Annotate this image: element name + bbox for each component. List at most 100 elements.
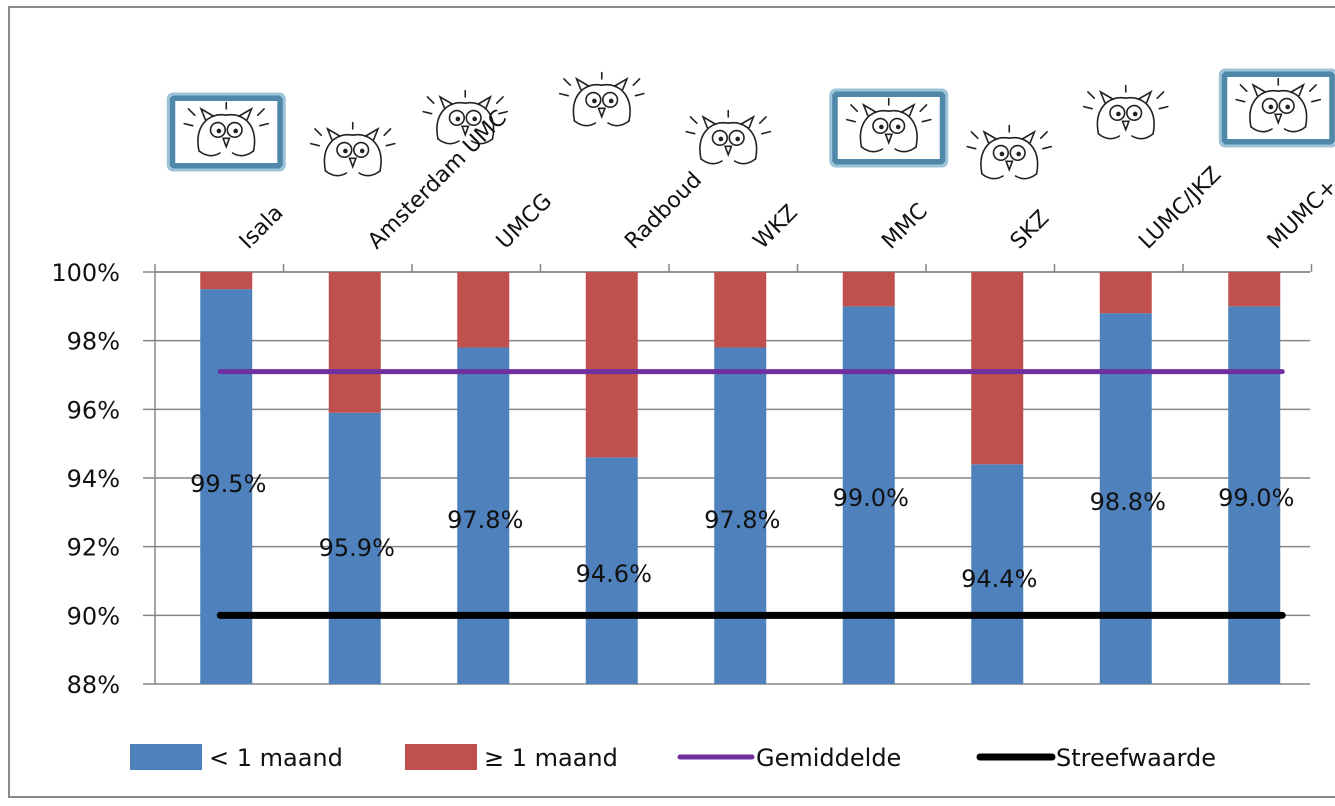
owl-head	[572, 83, 631, 122]
category-label: MMC	[877, 199, 932, 254]
owl-eye	[352, 141, 370, 159]
owl-pupil	[718, 136, 724, 142]
owl-pupil	[1116, 111, 1121, 117]
owl-beak	[348, 157, 358, 169]
owl-eye	[209, 121, 227, 139]
legend-label: ≥ 1 maand	[484, 744, 618, 772]
owl-ears	[701, 115, 756, 129]
owl-eye	[872, 117, 889, 135]
owl-eye	[1009, 144, 1026, 162]
y-tick-label: 88%	[67, 671, 120, 699]
owl-eye	[465, 109, 482, 127]
owl-pupil	[735, 136, 741, 142]
owl-eye	[888, 117, 906, 135]
bar-ge-1-maand	[714, 272, 767, 348]
owl-eye	[1278, 97, 1295, 115]
owl-ears	[438, 95, 493, 109]
bar-lt-1-maand	[457, 347, 510, 684]
owl-rays	[558, 71, 645, 97]
owl-wings	[324, 170, 381, 177]
bar-lt-1-maand	[1099, 313, 1152, 684]
owl-pupil	[999, 151, 1005, 157]
y-tick-label: 98%	[67, 328, 120, 356]
bar-ge-1-maand	[585, 272, 638, 458]
owl-rays	[845, 97, 932, 123]
owl-rays	[309, 121, 396, 147]
legend-swatch-lt-1-maand	[130, 744, 202, 770]
data-label: 98.8%	[1090, 488, 1166, 516]
bar-ge-1-maand	[328, 272, 381, 413]
bar-ge-1-maand	[971, 272, 1024, 465]
bar-lt-1-maand	[971, 464, 1024, 684]
bar-lt-1-maand	[714, 347, 767, 684]
owl-pupil	[455, 116, 461, 122]
owl-pupil	[879, 124, 884, 130]
category-label: Isala	[235, 200, 289, 254]
bar-ge-1-maand	[1099, 272, 1152, 314]
owl-eye	[992, 144, 1010, 162]
category-label: LUMC/JKZ	[1134, 162, 1226, 254]
owl-pupil	[592, 98, 597, 104]
bar-lt-1-maand	[328, 412, 381, 684]
owl-head	[1249, 89, 1308, 128]
data-label: 97.8%	[704, 506, 780, 534]
owl-head	[980, 136, 1039, 175]
owl-pupil	[472, 116, 478, 122]
owl-eye	[1109, 104, 1126, 122]
owl-eye	[601, 91, 619, 109]
bar-ge-1-maand	[1228, 272, 1281, 307]
owl-head	[859, 109, 918, 148]
legend-label: < 1 maand	[209, 744, 343, 772]
owl-ears	[1251, 83, 1306, 97]
owl-rays	[183, 101, 270, 127]
owl-wings	[1097, 133, 1154, 140]
owl-eye	[448, 109, 466, 127]
data-label: 99.5%	[190, 470, 266, 498]
owl-eye	[711, 129, 729, 147]
owl-icon	[558, 71, 645, 127]
category-label: UMCG	[492, 189, 557, 254]
y-tick-label: 100%	[51, 259, 120, 287]
owl-head	[699, 121, 758, 160]
highlight-glow	[1218, 68, 1335, 148]
owl-eye	[336, 141, 353, 159]
bar-ge-1-maand	[842, 272, 895, 307]
owl-pupil	[1285, 104, 1291, 110]
bar-ge-1-maand	[457, 272, 510, 348]
owl-pupil	[895, 124, 901, 130]
owl-wings	[700, 158, 757, 165]
owl-pupil	[233, 128, 239, 134]
owl-head	[1096, 96, 1155, 135]
category-label: MUMC+	[1263, 174, 1335, 254]
owl-rays	[685, 109, 772, 135]
category-label: SKZ	[1006, 206, 1054, 254]
owl-wings	[981, 173, 1038, 180]
owl-wings	[437, 138, 494, 145]
data-label: 97.8%	[447, 506, 523, 534]
owl-beak	[884, 133, 894, 145]
legend-label: Streefwaarde	[1056, 744, 1216, 772]
owl-beak	[221, 137, 231, 149]
chart-frame	[8, 6, 1335, 798]
owl-pupil	[343, 148, 348, 154]
legend-label: Gemiddelde	[756, 744, 901, 772]
category-label: Radboud	[620, 168, 707, 255]
owl-icon	[183, 101, 270, 157]
owl-beak	[1121, 120, 1131, 132]
owl-pupil	[359, 148, 365, 154]
owl-pupil	[1132, 111, 1138, 117]
y-tick-label: 90%	[67, 602, 120, 630]
highlight-glow	[166, 92, 286, 172]
data-label: 99.0%	[833, 484, 909, 512]
data-label: 99.0%	[1218, 484, 1294, 512]
owl-head	[436, 101, 495, 140]
owl-beak	[1273, 113, 1283, 125]
y-tick-label: 96%	[67, 396, 120, 424]
owl-icon	[1082, 84, 1169, 140]
owl-beak	[723, 145, 733, 157]
owl-beak	[460, 125, 470, 137]
bar-lt-1-maand	[585, 457, 638, 684]
owl-ears	[325, 127, 380, 141]
owl-pupil	[1268, 104, 1274, 110]
